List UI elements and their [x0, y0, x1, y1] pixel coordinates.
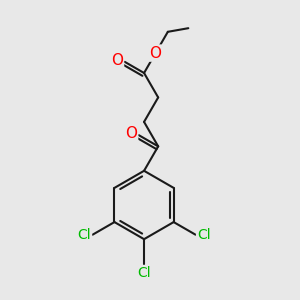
- Text: Cl: Cl: [77, 228, 91, 242]
- Text: Cl: Cl: [197, 228, 211, 242]
- Text: O: O: [111, 53, 123, 68]
- Text: O: O: [149, 46, 161, 61]
- Text: O: O: [125, 126, 137, 141]
- Text: Cl: Cl: [137, 266, 151, 280]
